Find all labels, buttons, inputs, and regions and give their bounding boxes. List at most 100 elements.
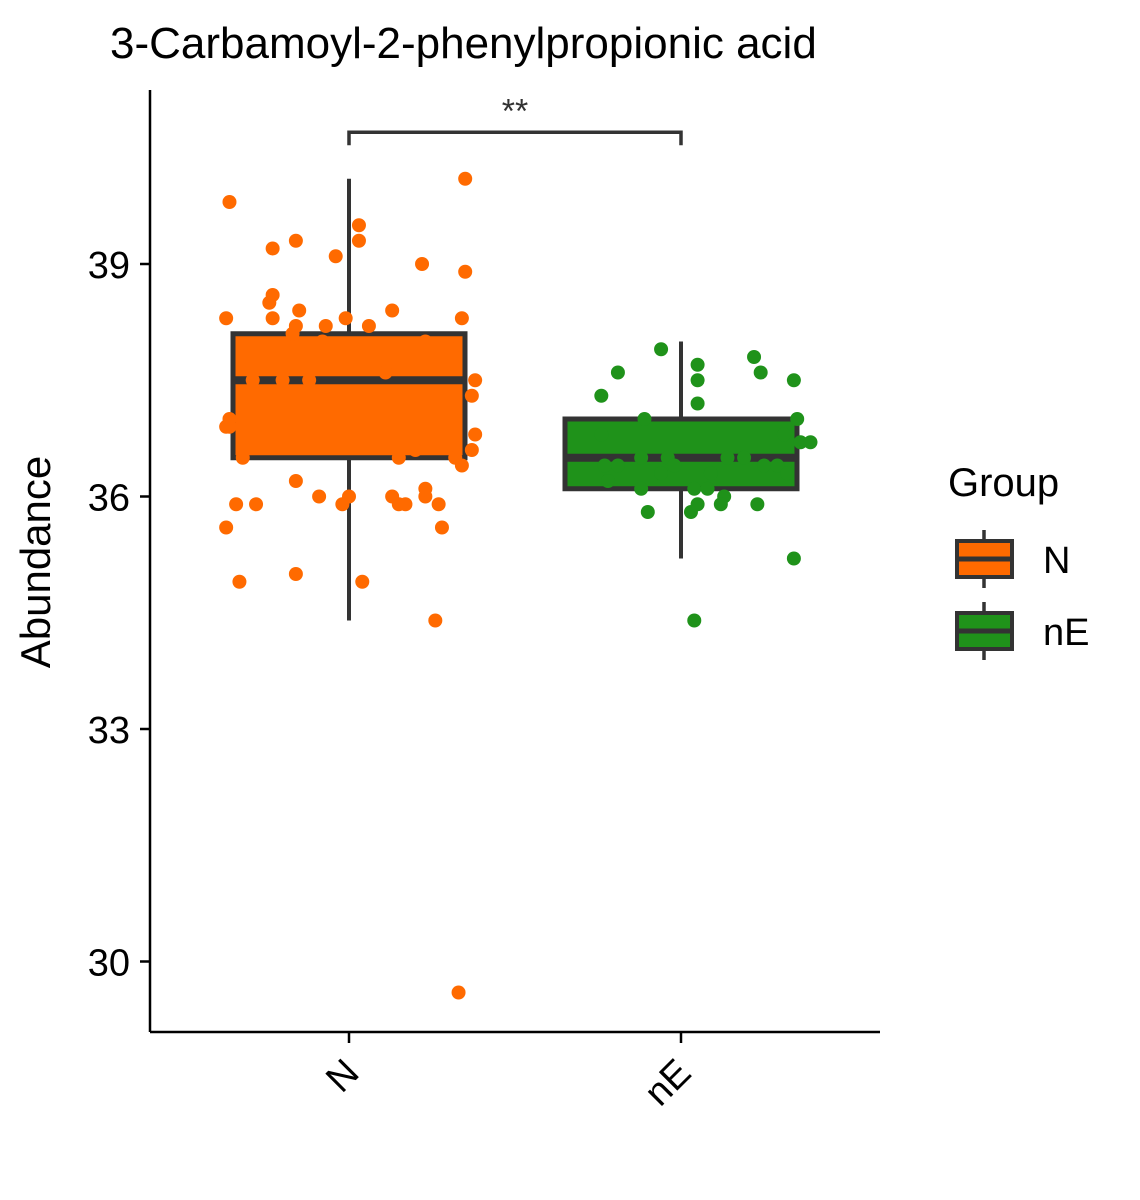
- legend-item-N: N: [955, 530, 1070, 588]
- box-body: [230, 331, 468, 461]
- data-point-nE: [737, 450, 752, 465]
- data-point-N: [229, 497, 244, 512]
- data-point-N: [318, 319, 333, 333]
- y-axis-label: Abundance: [12, 456, 59, 669]
- data-point-nE: [720, 450, 735, 465]
- data-point-nE: [634, 450, 649, 465]
- significance-label: **: [502, 92, 528, 130]
- data-point-nE: [700, 481, 715, 496]
- data-point-nE: [634, 481, 649, 496]
- data-point-N: [454, 311, 469, 326]
- y-tick-label: 39: [88, 245, 130, 287]
- data-point-nE: [776, 427, 791, 442]
- data-point-nE: [803, 435, 818, 450]
- significance-bracket: **: [347, 92, 683, 146]
- data-point-nE: [780, 466, 795, 481]
- data-point-N: [285, 326, 300, 341]
- y-ticks: 30 33 36 39: [88, 245, 150, 985]
- legend-title: Group: [948, 461, 1059, 505]
- data-point-nE: [786, 373, 801, 388]
- data-point-nE: [654, 466, 669, 481]
- data-point-N: [288, 567, 303, 581]
- data-point-N: [391, 450, 406, 465]
- data-point-N: [378, 365, 393, 380]
- data-point-N: [431, 497, 446, 512]
- y-axis: 30 33 36 39: [88, 90, 152, 1032]
- data-point-N: [302, 373, 317, 388]
- data-point-N: [448, 342, 463, 357]
- data-point-nE: [753, 365, 768, 380]
- data-point-N: [245, 373, 260, 388]
- data-point-N: [275, 373, 290, 388]
- data-point-nE: [594, 427, 609, 442]
- data-point-N: [328, 249, 343, 264]
- data-point-nE: [594, 388, 609, 403]
- chart-title: 3-Carbamoyl-2-phenylpropionic acid: [110, 19, 817, 68]
- data-point-N: [235, 450, 250, 465]
- data-point-nE: [690, 357, 705, 372]
- x-tick-label: nE: [637, 1052, 700, 1115]
- data-point-N: [265, 311, 280, 326]
- data-point-nE: [793, 435, 808, 450]
- significance-line: [347, 130, 683, 146]
- data-point-N: [222, 195, 237, 209]
- data-point-N: [464, 388, 479, 403]
- data-point-N: [451, 985, 466, 1000]
- data-point-N: [458, 264, 473, 279]
- data-point-N: [288, 233, 303, 248]
- data-point-nE: [667, 458, 682, 473]
- data-point-nE: [600, 474, 615, 488]
- legend: Group NnE: [948, 461, 1089, 660]
- data-point-N: [428, 613, 443, 628]
- data-point-N: [288, 474, 303, 488]
- data-point-N: [458, 171, 473, 186]
- data-point-N: [315, 334, 330, 349]
- data-point-nE: [750, 497, 765, 512]
- data-point-nE: [790, 412, 805, 426]
- y-tick-label: 36: [88, 478, 130, 520]
- data-point-N: [292, 303, 307, 318]
- data-points: [219, 171, 818, 1000]
- data-point-N: [232, 574, 247, 589]
- data-point-N: [249, 497, 264, 512]
- data-point-N: [408, 443, 423, 457]
- data-point-N: [361, 319, 376, 333]
- data-point-nE: [637, 412, 652, 426]
- data-point-nE: [713, 497, 728, 512]
- data-point-N: [219, 311, 234, 326]
- data-point-N: [351, 218, 366, 233]
- data-point-nE: [690, 373, 705, 388]
- data-point-N: [262, 295, 277, 310]
- data-point-nE: [640, 505, 655, 519]
- data-point-nE: [610, 458, 625, 473]
- data-point-N: [312, 489, 327, 504]
- data-point-N: [418, 489, 433, 504]
- legend-label: nE: [1043, 612, 1089, 654]
- data-point-N: [398, 497, 413, 512]
- legend-label: N: [1043, 540, 1070, 582]
- data-point-nE: [757, 458, 771, 473]
- data-point-nE: [610, 365, 625, 380]
- data-point-N: [468, 427, 483, 442]
- data-point-N: [219, 520, 234, 535]
- box-plots: [230, 178, 800, 621]
- data-point-N: [265, 241, 280, 256]
- data-point-nE: [747, 350, 762, 364]
- data-point-N: [434, 520, 449, 535]
- data-point-nE: [786, 551, 801, 566]
- data-point-N: [338, 311, 353, 326]
- data-point-N: [415, 257, 430, 271]
- data-point-N: [385, 303, 400, 318]
- data-point-nE: [687, 613, 702, 628]
- data-point-nE: [770, 458, 785, 473]
- data-point-N: [464, 443, 479, 457]
- data-point-N: [454, 458, 469, 473]
- data-point-nE: [687, 481, 702, 496]
- data-point-nE: [654, 342, 669, 357]
- data-point-N: [468, 373, 483, 388]
- data-point-N: [351, 233, 366, 248]
- y-tick-label: 33: [88, 710, 130, 752]
